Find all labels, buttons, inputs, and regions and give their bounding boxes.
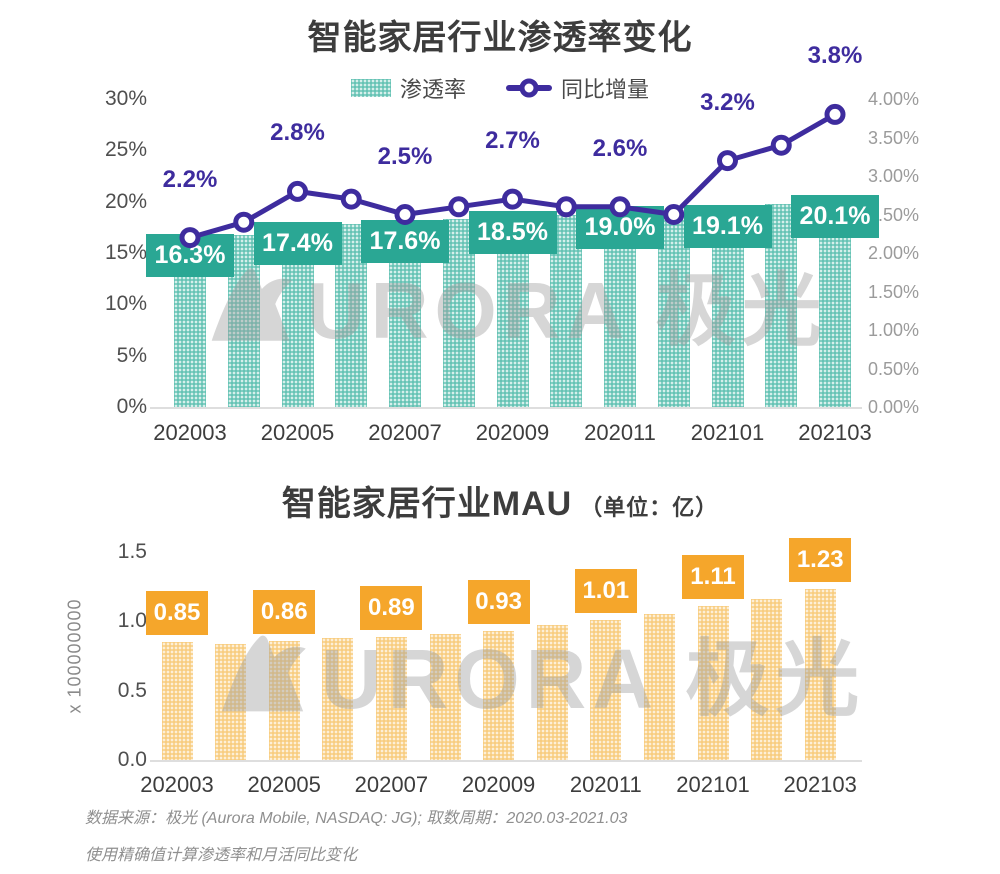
y-axis-tick: 0% [116, 395, 147, 418]
bar-value-label-202009: 0.93 [467, 580, 530, 625]
line-point-202010 [555, 196, 577, 218]
x-axis-tick-202011: 202011 [584, 420, 656, 445]
x-axis-tick-202103: 202103 [783, 772, 857, 797]
secondary-y-axis-tick: 1.50% [868, 281, 920, 302]
bar-202103 [804, 589, 836, 760]
line-value-label-202007: 2.5% [377, 142, 433, 170]
bar-202101 [697, 606, 729, 760]
x-axis-tick-202009: 202009 [461, 772, 536, 797]
y-axis-tick: 1.5 [117, 540, 147, 563]
legend-label-penetration: 渗透率 [399, 77, 466, 102]
bar-value-label-202009: 18.5% [468, 211, 557, 255]
bar-202009 [483, 631, 515, 760]
y-axis-tick: 5% [116, 343, 147, 367]
bar-202003 [161, 642, 193, 760]
bar-202004 [215, 643, 247, 760]
method-note: 使用精确值计算渗透率和月活同比变化 [85, 847, 358, 864]
line-value-label-202009: 2.7% [485, 127, 540, 155]
bar-value-label-202101: 19.1% [683, 204, 772, 248]
secondary-y-axis-tick: 2.50% [868, 204, 920, 225]
bar-value-label-202005: 17.4% [253, 222, 342, 266]
line-point-202103 [824, 103, 846, 125]
line-point-202101 [717, 150, 738, 172]
line-point-202004 [233, 211, 255, 233]
x-axis-tick-202009: 202009 [475, 420, 550, 445]
line-value-label-202003: 2.2% [162, 165, 218, 193]
bar-202008 [429, 633, 461, 760]
x-axis-line [150, 407, 862, 409]
line-value-label-202011: 2.6% [592, 134, 648, 162]
bar-202012 [643, 614, 675, 760]
bar-202006 [322, 637, 354, 760]
y-axis-tick: 0.5 [117, 678, 147, 702]
bar-202010 [536, 625, 568, 760]
legend-label-yoy: 同比增量 [561, 77, 650, 102]
x-axis-tick-202007: 202007 [354, 772, 429, 797]
bar-value-label-202003: 16.3% [146, 233, 234, 277]
y-axis-tick: 20% [104, 189, 147, 213]
bar-202007 [375, 636, 407, 760]
x-axis-tick-202005: 202005 [260, 420, 335, 445]
legend-item-penetration: 渗透率 [350, 72, 466, 104]
data-source-note: 数据来源：极光 (Aurora Mobile, NASDAQ: JG); 取数周… [85, 810, 628, 827]
bar-value-label-202003: 0.85 [146, 591, 208, 636]
bar-value-label-202007: 17.6% [361, 220, 449, 264]
x-axis-tick-202103: 202103 [798, 420, 872, 445]
y-axis-tick: 25% [104, 138, 147, 162]
mau-title-text: 智能家居行业MAU [281, 485, 573, 523]
y-axis-tick: 10% [104, 292, 147, 316]
bar-202005 [268, 640, 300, 760]
x-axis-tick-202007: 202007 [368, 420, 442, 445]
bar-value-label-202007: 0.89 [360, 585, 423, 630]
penetration-chart-title: 智能家居行业渗透率变化 [307, 19, 693, 57]
line-point-202005 [287, 180, 308, 202]
mau-title-unit: （单位：亿） [580, 495, 719, 520]
secondary-y-axis-tick: 3.50% [868, 127, 920, 148]
penetration-plot: 30% 25% 20% 15% 10% 5% 0% 4.00% 3.50% 3.00% 2.50% 2… [104, 42, 920, 445]
x-axis-tick-202101: 202101 [676, 772, 750, 797]
secondary-y-axis-tick: 1.00% [868, 320, 920, 340]
mau-chart-title: 智能家居行业MAU （单位：亿） [0, 476, 1000, 525]
secondary-y-axis-tick: 0.00% [868, 397, 920, 417]
mau-chart: 智能家居行业MAU （单位：亿） x 100000000 1.5 1.0 0.5 0.0… [0, 460, 1000, 805]
footnotes: 数据来源：极光 (Aurora Mobile, NASDAQ: JG); 取数周… [85, 804, 627, 874]
secondary-y-axis-tick: 0.50% [868, 358, 920, 379]
legend: 渗透率 同比增量 [0, 72, 1000, 104]
x-axis-line [150, 760, 862, 762]
bar-value-label-202011: 1.01 [574, 568, 637, 613]
line-value-label-202005: 2.8% [270, 119, 325, 147]
bar-202011 [590, 619, 622, 760]
x-axis-tick-202005: 202005 [247, 772, 321, 797]
bar-swatch-icon [350, 79, 391, 97]
line-point-202009 [502, 188, 523, 210]
line-point-202102 [770, 134, 792, 156]
penetration-chart: 智能家居行业渗透率变化 渗透率 同比增量 30% 25% 20% 15% 10% 5% 0%… [0, 0, 1000, 460]
y-axis-tick: 15% [104, 241, 147, 264]
secondary-y-axis-tick: 3.00% [868, 166, 920, 186]
line-marker-icon [506, 85, 552, 91]
line-value-label-202101: 3.2% [700, 88, 755, 116]
mau-plot: 1.5 1.0 0.5 0.0 0.85 202003 0.86 202005 0.89 2020… [0, 460, 1000, 805]
bar-value-label-202011: 19.0% [576, 205, 664, 249]
x-axis-tick-202011: 202011 [569, 772, 642, 797]
legend-item-yoy: 同比增量 [506, 72, 649, 104]
y-axis-tick: 1.0 [117, 609, 147, 633]
bar-value-label-202103: 1.23 [789, 538, 852, 583]
bar-value-label-202005: 0.86 [253, 589, 316, 634]
x-axis-tick-202003: 202003 [153, 420, 227, 445]
bar-202102 [751, 599, 783, 760]
secondary-y-axis-tick: 2.00% [868, 243, 920, 263]
y-axis-tick: 30% [104, 87, 147, 110]
line-value-label-202103: 3.8% [807, 42, 863, 70]
bar-value-label-202101: 1.11 [682, 555, 744, 600]
y-axis-tick: 0.0 [117, 748, 147, 771]
secondary-y-axis-tick: 4.00% [868, 89, 920, 109]
line-point-202008 [448, 196, 470, 218]
x-axis-tick-202003: 202003 [140, 772, 214, 797]
x-axis-tick-202101: 202101 [690, 420, 765, 445]
line-point-202006 [340, 188, 362, 210]
bar-value-label-202103: 20.1% [791, 194, 879, 238]
